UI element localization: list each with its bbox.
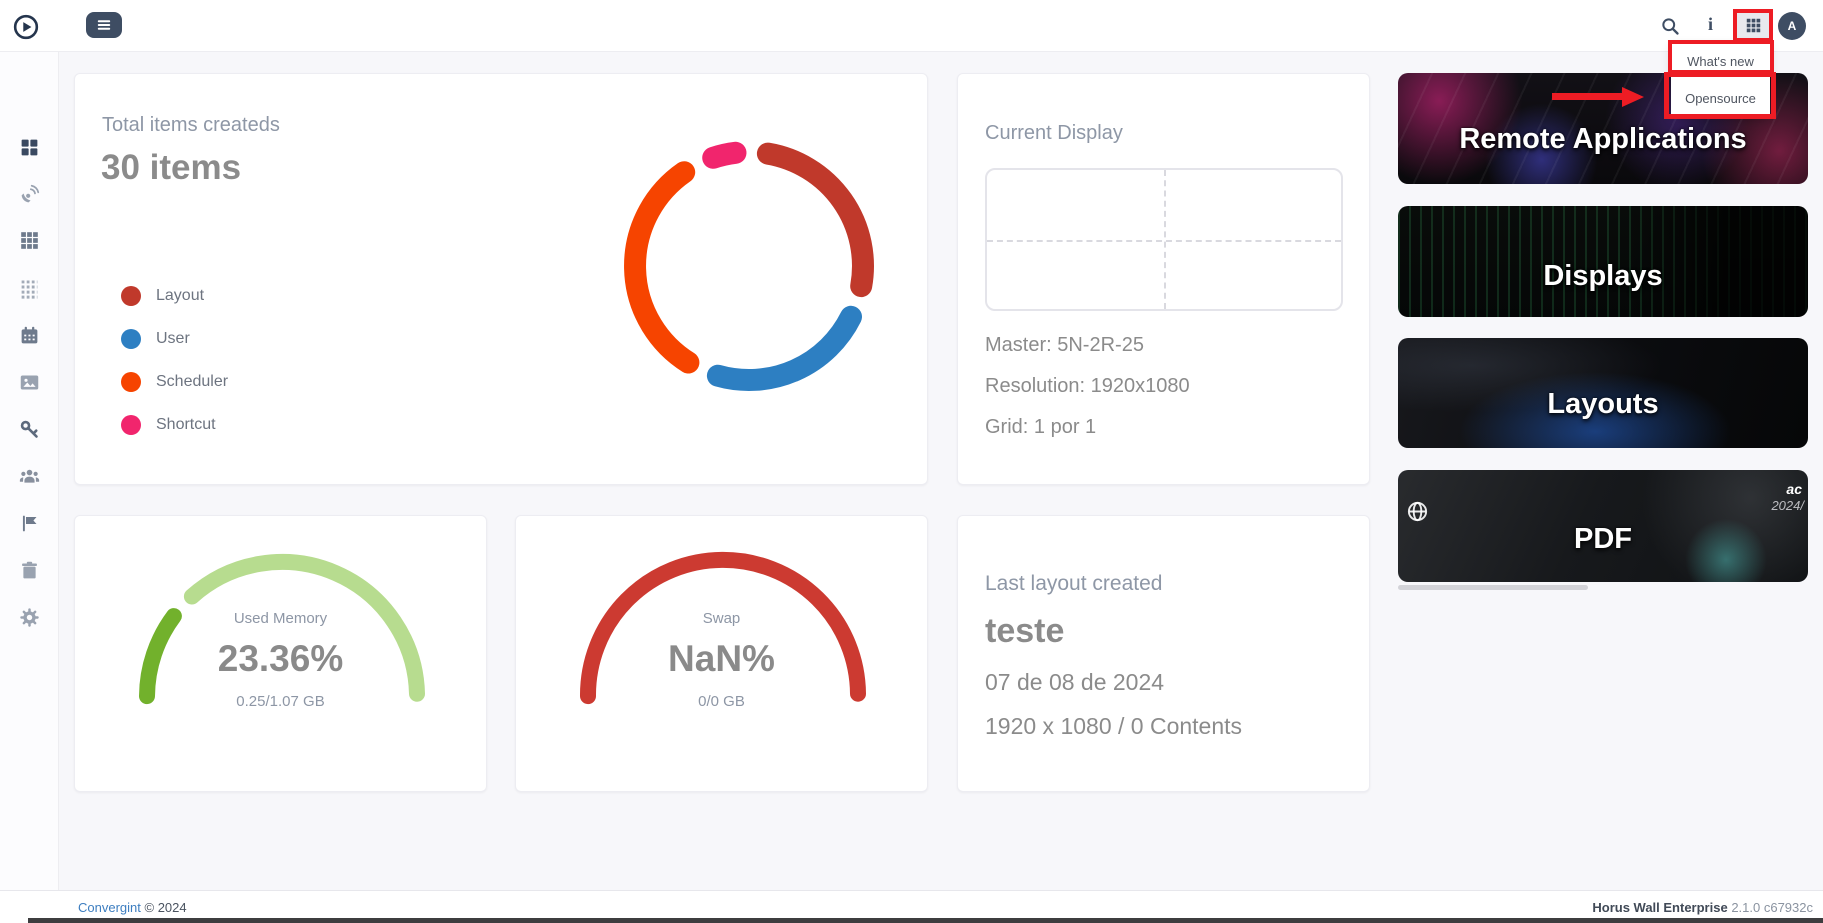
- apps-grid-button[interactable]: [1735, 9, 1771, 41]
- sidebar-toggle-button[interactable]: [86, 12, 122, 38]
- swap-detail: 0/0 GB: [698, 693, 745, 710]
- pdf-corner-brand-text: ac: [1786, 481, 1802, 497]
- display-grid: Grid: 1 por 1: [985, 416, 1097, 438]
- quick-link-remote-applications-label: Remote Applications: [1459, 123, 1747, 155]
- legend-dot: [121, 415, 141, 435]
- last-layout-date: 07 de 08 de 2024: [985, 669, 1165, 695]
- last-layout-info: 1920 x 1080 / 0 Contents: [985, 713, 1243, 739]
- menu-item-opensource[interactable]: Opensource: [1685, 91, 1756, 106]
- hamburger-icon: [97, 20, 111, 30]
- legend-dot: [121, 329, 141, 349]
- footer-brand-link[interactable]: Convergint: [78, 900, 141, 915]
- quick-link-displays-label: Displays: [1543, 260, 1663, 292]
- info-icon[interactable]: i: [1708, 14, 1714, 34]
- last-layout-name: teste: [985, 612, 1065, 650]
- search-icon[interactable]: [1660, 16, 1680, 41]
- window-bottom-edge: [28, 918, 1823, 923]
- grid-icon: [1746, 18, 1760, 32]
- sidebar-item-flags-icon[interactable]: [19, 513, 40, 534]
- current-display-card: Current Display Master: 5N-2R-25 Resolut…: [957, 73, 1370, 485]
- legend-dot: [121, 372, 141, 392]
- quick-link-layouts[interactable]: Layouts: [1398, 338, 1808, 448]
- used-memory-label: Used Memory: [233, 610, 328, 627]
- sidebar-item-media-gallery-icon[interactable]: [19, 372, 40, 393]
- donut-legend: Layout User Scheduler Shortcut: [121, 286, 228, 458]
- sidebar-item-keys-icon[interactable]: [19, 419, 40, 440]
- legend-label: Scheduler: [156, 373, 229, 390]
- total-items-title: Total items createds: [102, 114, 280, 136]
- legend-item-layout: Layout: [121, 286, 228, 306]
- footer-product-name: Horus Wall Enterprise: [1592, 900, 1728, 915]
- display-grid-preview: [985, 168, 1343, 311]
- legend-label: User: [156, 330, 190, 347]
- globe-icon: [1406, 500, 1429, 528]
- pdf-corner-year-text: 2024/: [1771, 498, 1804, 513]
- swap-value: NaN%: [668, 638, 775, 679]
- total-items-value: 30 items: [101, 148, 242, 187]
- sidebar-item-remote-control-icon[interactable]: [19, 184, 40, 205]
- used-memory-value: 23.36%: [217, 638, 344, 679]
- last-layout-title: Last layout created: [985, 572, 1163, 595]
- legend-label: Layout: [156, 287, 205, 304]
- legend-label: Shortcut: [156, 416, 216, 433]
- preview-horizontal-divider: [987, 239, 1341, 242]
- sidebar-item-scheduler-calendar-icon[interactable]: [19, 325, 40, 346]
- sidebar-item-dashboard-icon[interactable]: [19, 137, 40, 158]
- user-avatar[interactable]: A: [1778, 12, 1806, 40]
- footer: Convergint © 2024 Horus Wall Enterprise …: [0, 890, 1823, 923]
- used-memory-detail: 0.25/1.07 GB: [236, 693, 325, 710]
- apps-dropdown-menu: What's new Opensource: [1671, 43, 1770, 117]
- quick-link-displays[interactable]: Displays: [1398, 206, 1808, 317]
- quick-menu-scrollbar-thumb[interactable]: [1398, 585, 1588, 590]
- legend-item-scheduler: Scheduler: [121, 372, 228, 392]
- legend-item-shortcut: Shortcut: [121, 415, 228, 435]
- sidebar: [0, 52, 59, 890]
- legend-dot: [121, 286, 141, 306]
- current-display-title: Current Display: [985, 122, 1123, 144]
- legend-item-user: User: [121, 329, 228, 349]
- topbar: i A: [0, 0, 1823, 52]
- quick-link-pdf[interactable]: ac 2024/ PDF: [1398, 470, 1808, 582]
- swap-label: Swap: [702, 610, 741, 627]
- app-logo-play-icon[interactable]: [13, 14, 39, 40]
- sidebar-item-trash-icon[interactable]: [19, 560, 40, 581]
- annotation-arrow-head: [1622, 87, 1644, 107]
- annotation-arrow-shaft: [1552, 93, 1622, 100]
- used-memory-card: Used Memory 23.36% 0.25/1.07 GB: [74, 515, 487, 792]
- display-resolution: Resolution: 1920x1080: [985, 375, 1190, 397]
- sidebar-item-settings-gear-icon[interactable]: [19, 607, 40, 628]
- quick-link-layouts-label: Layouts: [1547, 388, 1659, 420]
- quick-link-pdf-label: PDF: [1574, 523, 1632, 555]
- sidebar-item-layouts-grid-icon[interactable]: [19, 278, 40, 299]
- sidebar-item-applications-icon[interactable]: [19, 230, 40, 251]
- footer-version: Horus Wall Enterprise 2.1.0 c67932c: [1592, 900, 1813, 915]
- footer-copyright-text: © 2024: [144, 900, 187, 915]
- menu-item-whats-new[interactable]: What's new: [1687, 54, 1754, 69]
- sidebar-item-users-icon[interactable]: [19, 466, 40, 487]
- swap-card: Swap NaN% 0/0 GB: [515, 515, 928, 792]
- last-layout-card: Last layout created teste 07 de 08 de 20…: [957, 515, 1370, 792]
- footer-copyright: Convergint © 2024: [78, 900, 187, 915]
- footer-version-number: 2.1.0 c67932c: [1731, 900, 1813, 915]
- display-master: Master: 5N-2R-25: [985, 334, 1144, 356]
- total-items-card: Total items createds 30 items Layout User…: [74, 73, 928, 485]
